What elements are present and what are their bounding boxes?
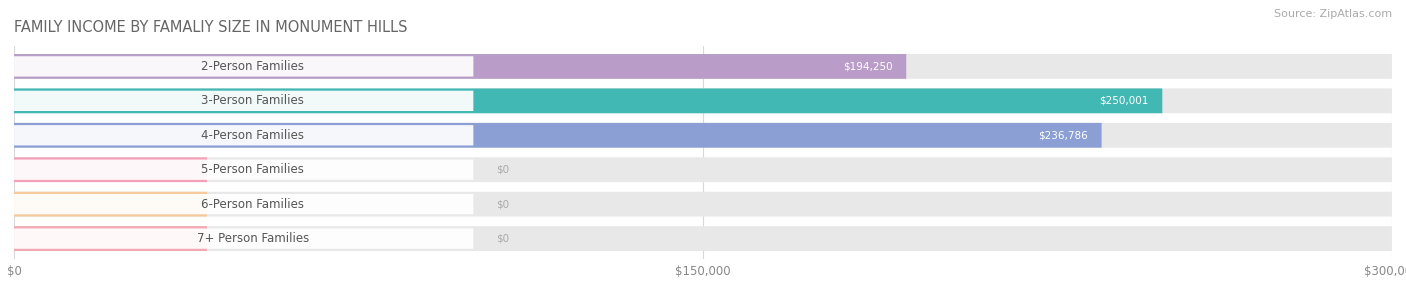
Text: Source: ZipAtlas.com: Source: ZipAtlas.com: [1274, 9, 1392, 19]
Text: $236,786: $236,786: [1038, 130, 1088, 140]
FancyBboxPatch shape: [14, 91, 474, 111]
FancyBboxPatch shape: [14, 160, 474, 180]
FancyBboxPatch shape: [14, 226, 1392, 251]
FancyBboxPatch shape: [14, 88, 1392, 113]
FancyBboxPatch shape: [14, 54, 1392, 79]
Text: 6-Person Families: 6-Person Families: [201, 198, 304, 211]
FancyBboxPatch shape: [14, 88, 1163, 113]
Text: 3-Person Families: 3-Person Families: [201, 94, 304, 107]
FancyBboxPatch shape: [14, 123, 1102, 148]
Text: 7+ Person Families: 7+ Person Families: [197, 232, 309, 245]
FancyBboxPatch shape: [14, 192, 207, 217]
Text: $194,250: $194,250: [842, 61, 893, 71]
FancyBboxPatch shape: [14, 157, 1392, 182]
FancyBboxPatch shape: [14, 192, 1392, 217]
FancyBboxPatch shape: [14, 157, 207, 182]
Text: $0: $0: [496, 165, 509, 175]
FancyBboxPatch shape: [14, 54, 907, 79]
Text: $0: $0: [496, 199, 509, 209]
Text: 4-Person Families: 4-Person Families: [201, 129, 304, 142]
FancyBboxPatch shape: [14, 194, 474, 214]
FancyBboxPatch shape: [14, 226, 207, 251]
Text: FAMILY INCOME BY FAMALIY SIZE IN MONUMENT HILLS: FAMILY INCOME BY FAMALIY SIZE IN MONUMEN…: [14, 20, 408, 35]
FancyBboxPatch shape: [14, 123, 1392, 148]
Text: $0: $0: [496, 234, 509, 244]
FancyBboxPatch shape: [14, 56, 474, 77]
Text: $250,001: $250,001: [1099, 96, 1149, 106]
Text: 5-Person Families: 5-Person Families: [201, 163, 304, 176]
FancyBboxPatch shape: [14, 228, 474, 249]
Text: 2-Person Families: 2-Person Families: [201, 60, 304, 73]
FancyBboxPatch shape: [14, 125, 474, 145]
